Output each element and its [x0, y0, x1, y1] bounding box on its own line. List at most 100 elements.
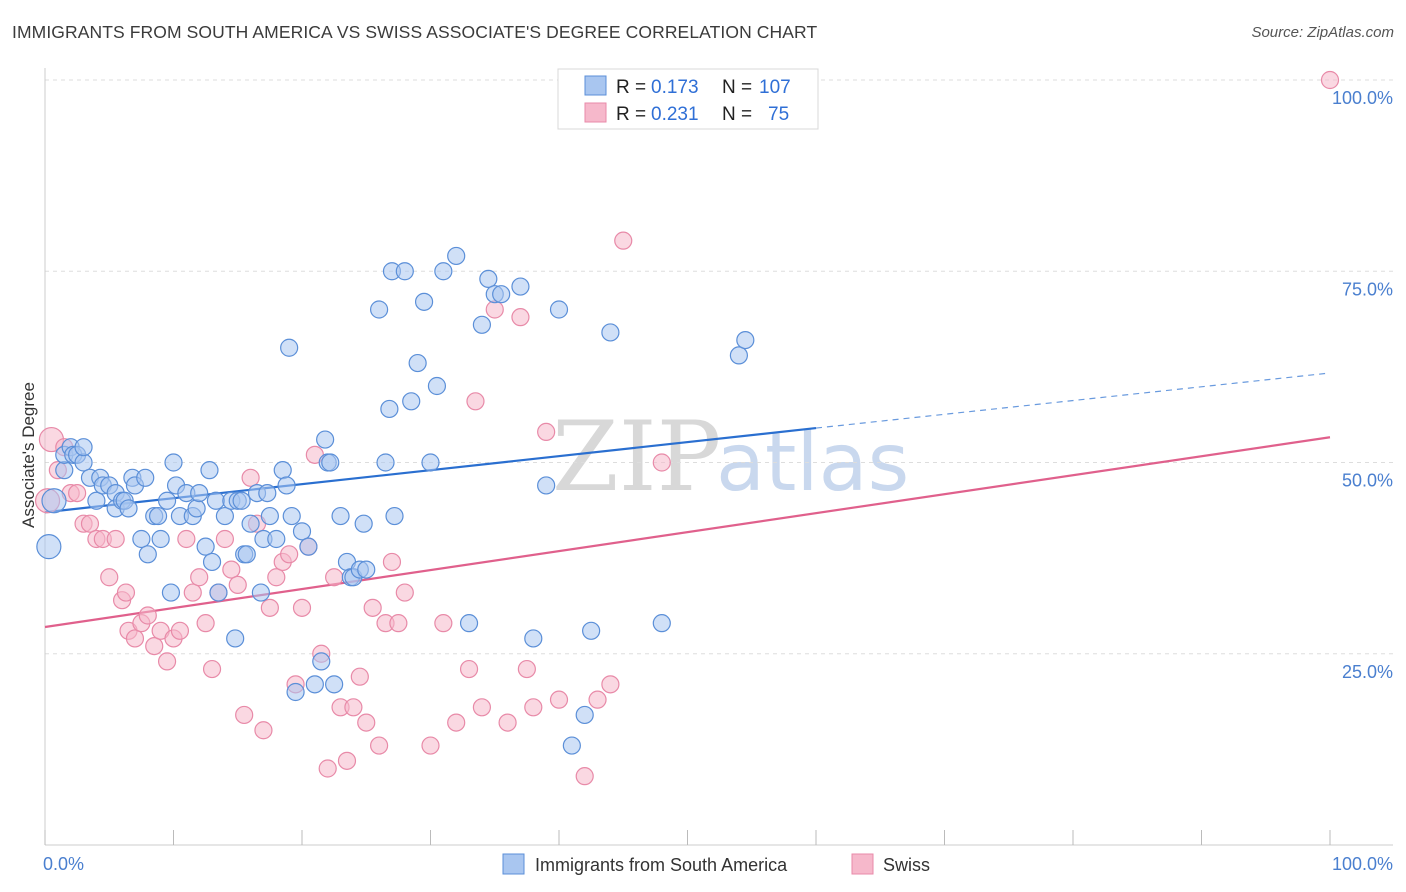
point-south-america	[196, 537, 215, 556]
point-south-america	[232, 491, 251, 510]
point-south-america	[151, 529, 170, 549]
point-swiss	[116, 583, 136, 602]
point-swiss	[395, 583, 414, 602]
data-points	[34, 70, 1340, 786]
point-south-america	[41, 488, 67, 514]
legend-r-label: R =	[616, 77, 646, 98]
point-swiss	[145, 636, 164, 656]
point-south-america	[305, 675, 324, 694]
point-swiss	[280, 545, 299, 564]
point-south-america	[273, 461, 292, 480]
axes	[44, 68, 1393, 846]
point-south-america	[370, 300, 389, 319]
point-swiss	[511, 308, 530, 327]
point-south-america	[524, 629, 543, 648]
point-south-america	[299, 537, 318, 556]
point-swiss	[235, 705, 254, 725]
point-south-america	[148, 506, 168, 526]
point-south-america	[582, 621, 601, 640]
point-south-america	[408, 353, 427, 373]
point-swiss	[177, 529, 196, 549]
x-tick-label: 100.0%	[1332, 854, 1393, 874]
point-swiss	[588, 690, 607, 709]
point-south-america	[736, 331, 755, 350]
point-swiss	[575, 767, 594, 786]
point-south-america	[652, 614, 671, 633]
legend-r-label: R =	[616, 104, 646, 125]
point-swiss	[254, 721, 273, 740]
point-south-america	[161, 583, 181, 602]
point-swiss	[382, 552, 402, 572]
point-south-america	[459, 614, 479, 633]
point-swiss	[447, 713, 466, 732]
point-south-america	[258, 484, 277, 503]
point-swiss	[434, 614, 453, 633]
bottom-legend-label-swiss: Swiss	[883, 855, 930, 875]
point-swiss	[190, 568, 209, 587]
point-swiss	[485, 300, 504, 319]
point-swiss	[170, 621, 190, 640]
legend-n-label: N =	[722, 104, 752, 125]
point-swiss	[537, 422, 556, 441]
point-south-america	[434, 262, 453, 281]
point-swiss	[106, 529, 125, 549]
point-swiss	[524, 698, 543, 717]
legend-blue-swatch	[584, 75, 607, 96]
point-south-america	[316, 430, 335, 449]
point-south-america	[277, 476, 296, 495]
point-swiss	[318, 759, 337, 778]
point-south-america	[267, 529, 286, 549]
point-swiss	[466, 392, 485, 411]
point-south-america	[132, 529, 151, 549]
grid-lines	[45, 79, 1393, 655]
point-south-america	[562, 736, 581, 755]
legend-r-value: 0.231	[651, 104, 699, 125]
y-tick-label: 100.0%	[1332, 88, 1393, 108]
point-south-america	[385, 506, 404, 526]
chart-title: IMMIGRANTS FROM SOUTH AMERICA VS SWISS A…	[12, 22, 818, 42]
point-south-america	[187, 499, 206, 518]
point-south-america	[549, 300, 569, 319]
point-south-america	[601, 323, 620, 342]
point-south-america	[87, 491, 106, 510]
point-swiss	[350, 667, 369, 686]
legend-n-label: N =	[722, 77, 752, 98]
point-south-america	[286, 682, 305, 702]
point-south-america	[354, 514, 373, 533]
point-swiss	[614, 231, 633, 250]
point-swiss	[459, 659, 479, 679]
point-south-america	[292, 522, 312, 541]
point-south-america	[537, 476, 556, 495]
x-tick-label: 0.0%	[43, 854, 84, 874]
point-south-america	[200, 461, 219, 480]
legend-n-value: 107	[759, 77, 791, 98]
point-south-america	[414, 292, 434, 311]
point-south-america	[74, 438, 93, 457]
point-south-america	[395, 262, 414, 281]
point-swiss	[202, 659, 222, 679]
point-south-america	[421, 453, 440, 472]
point-south-america	[380, 399, 399, 419]
tick-labels: 25.0% 50.0% 75.0% 100.0% 0.0% 100.0%	[43, 88, 1393, 874]
bottom-legend-blue-swatch	[502, 853, 525, 875]
point-south-america	[325, 675, 344, 694]
y-tick-label: 75.0%	[1342, 279, 1393, 299]
point-south-america	[280, 338, 299, 357]
point-south-america	[312, 652, 331, 671]
point-south-america	[357, 560, 376, 579]
point-swiss	[80, 514, 100, 533]
point-swiss	[138, 606, 157, 625]
point-swiss	[183, 583, 202, 602]
y-axis-title: Associate's Degree	[19, 382, 38, 528]
point-south-america	[511, 277, 530, 296]
point-south-america	[729, 346, 749, 365]
watermark-zip: ZIP	[552, 401, 721, 513]
point-south-america	[119, 499, 138, 518]
point-swiss	[241, 468, 260, 487]
legend-box: R = 0.173 N = 107 R = 0.231 N = 75	[557, 68, 819, 130]
point-swiss	[196, 614, 215, 633]
point-south-america	[575, 705, 594, 725]
point-south-america	[190, 484, 209, 503]
point-swiss	[357, 713, 376, 732]
